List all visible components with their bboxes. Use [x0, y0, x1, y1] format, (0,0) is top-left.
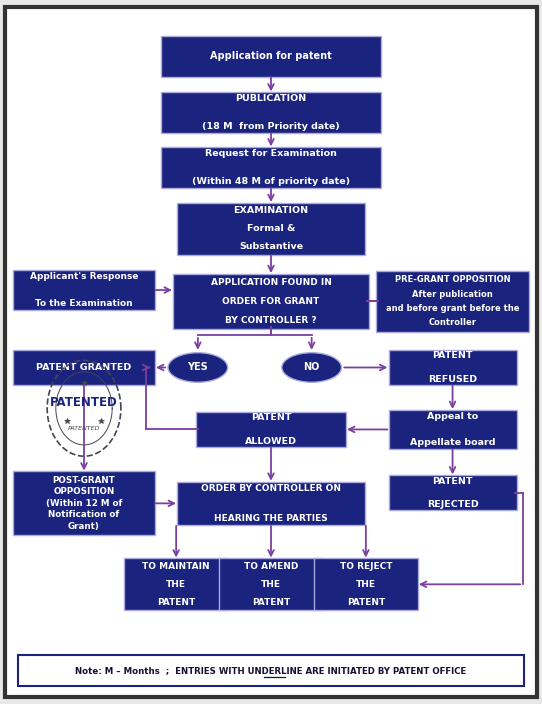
Text: YES: YES: [188, 363, 208, 372]
FancyBboxPatch shape: [18, 655, 524, 686]
Text: THE: THE: [166, 580, 186, 589]
Text: Appeal to: Appeal to: [427, 412, 478, 420]
FancyBboxPatch shape: [161, 36, 381, 77]
Text: and before grant before the: and before grant before the: [386, 304, 519, 313]
Text: OPPOSITION: OPPOSITION: [53, 487, 115, 496]
Text: BY CONTROLLER ?: BY CONTROLLER ?: [225, 316, 317, 325]
FancyBboxPatch shape: [389, 410, 517, 449]
Text: THE: THE: [356, 580, 376, 589]
FancyBboxPatch shape: [389, 350, 517, 385]
Text: (Within 12 M of: (Within 12 M of: [46, 499, 122, 508]
FancyBboxPatch shape: [161, 92, 381, 133]
FancyBboxPatch shape: [173, 274, 369, 329]
Text: TO REJECT: TO REJECT: [340, 562, 392, 571]
Text: (18 M  from Priority date): (18 M from Priority date): [202, 122, 340, 131]
Text: PATENTED: PATENTED: [68, 425, 100, 431]
Text: Grant): Grant): [68, 522, 100, 531]
FancyBboxPatch shape: [161, 147, 381, 188]
Text: Application for patent: Application for patent: [210, 51, 332, 61]
FancyBboxPatch shape: [13, 472, 155, 536]
FancyBboxPatch shape: [389, 475, 517, 510]
Text: TO AMEND: TO AMEND: [244, 562, 298, 571]
FancyBboxPatch shape: [196, 412, 346, 447]
Text: NO: NO: [304, 363, 320, 372]
Text: Formal &: Formal &: [247, 225, 295, 233]
Text: After publication: After publication: [412, 289, 493, 298]
FancyBboxPatch shape: [376, 271, 529, 332]
Text: Request for Examination: Request for Examination: [205, 149, 337, 158]
Text: PRE-GRANT OPPOSITION: PRE-GRANT OPPOSITION: [395, 275, 511, 284]
Text: PATENT: PATENT: [252, 598, 290, 607]
FancyBboxPatch shape: [177, 203, 365, 255]
Text: Substantive: Substantive: [239, 242, 303, 251]
Text: ALLOWED: ALLOWED: [245, 436, 297, 446]
Text: REFUSED: REFUSED: [428, 375, 477, 384]
FancyBboxPatch shape: [5, 7, 537, 697]
Text: ORDER FOR GRANT: ORDER FOR GRANT: [222, 297, 320, 306]
Text: PUBLICATION: PUBLICATION: [235, 94, 307, 103]
Text: To the Examination: To the Examination: [35, 299, 133, 308]
Text: TO MAINTAIN: TO MAINTAIN: [143, 562, 210, 571]
FancyBboxPatch shape: [13, 270, 155, 310]
Text: Controller: Controller: [429, 318, 476, 327]
FancyBboxPatch shape: [219, 558, 322, 610]
Text: POST-GRANT: POST-GRANT: [53, 476, 115, 485]
Text: (Within 48 M of priority date): (Within 48 M of priority date): [192, 177, 350, 186]
FancyBboxPatch shape: [13, 350, 155, 385]
Ellipse shape: [282, 353, 341, 382]
FancyBboxPatch shape: [177, 482, 365, 525]
FancyBboxPatch shape: [125, 558, 228, 610]
Text: PATENT GRANTED: PATENT GRANTED: [36, 363, 132, 372]
Text: Note: M – Months  ;  ENTRIES WITH UNDERLINE ARE INITIATED BY PATENT OFFICE: Note: M – Months ; ENTRIES WITH UNDERLIN…: [75, 666, 467, 674]
Text: THE: THE: [261, 580, 281, 589]
Text: HEARING THE PARTIES: HEARING THE PARTIES: [214, 514, 328, 523]
Text: PATENTED: PATENTED: [50, 396, 118, 409]
Ellipse shape: [168, 353, 228, 382]
Text: PATENT: PATENT: [433, 477, 473, 486]
Text: REJECTED: REJECTED: [427, 500, 479, 509]
Text: Notification of: Notification of: [48, 510, 120, 520]
Text: Applicant's Response: Applicant's Response: [30, 272, 138, 281]
Text: ORDER BY CONTROLLER ON: ORDER BY CONTROLLER ON: [201, 484, 341, 493]
Text: APPLICATION FOUND IN: APPLICATION FOUND IN: [210, 277, 332, 287]
Text: EXAMINATION: EXAMINATION: [234, 206, 308, 215]
Text: PATENT: PATENT: [251, 413, 291, 422]
Text: PATENT: PATENT: [347, 598, 385, 607]
Text: PATENT: PATENT: [433, 351, 473, 360]
Text: PATENT: PATENT: [157, 598, 195, 607]
FancyBboxPatch shape: [314, 558, 417, 610]
Text: Appellate board: Appellate board: [410, 439, 495, 447]
